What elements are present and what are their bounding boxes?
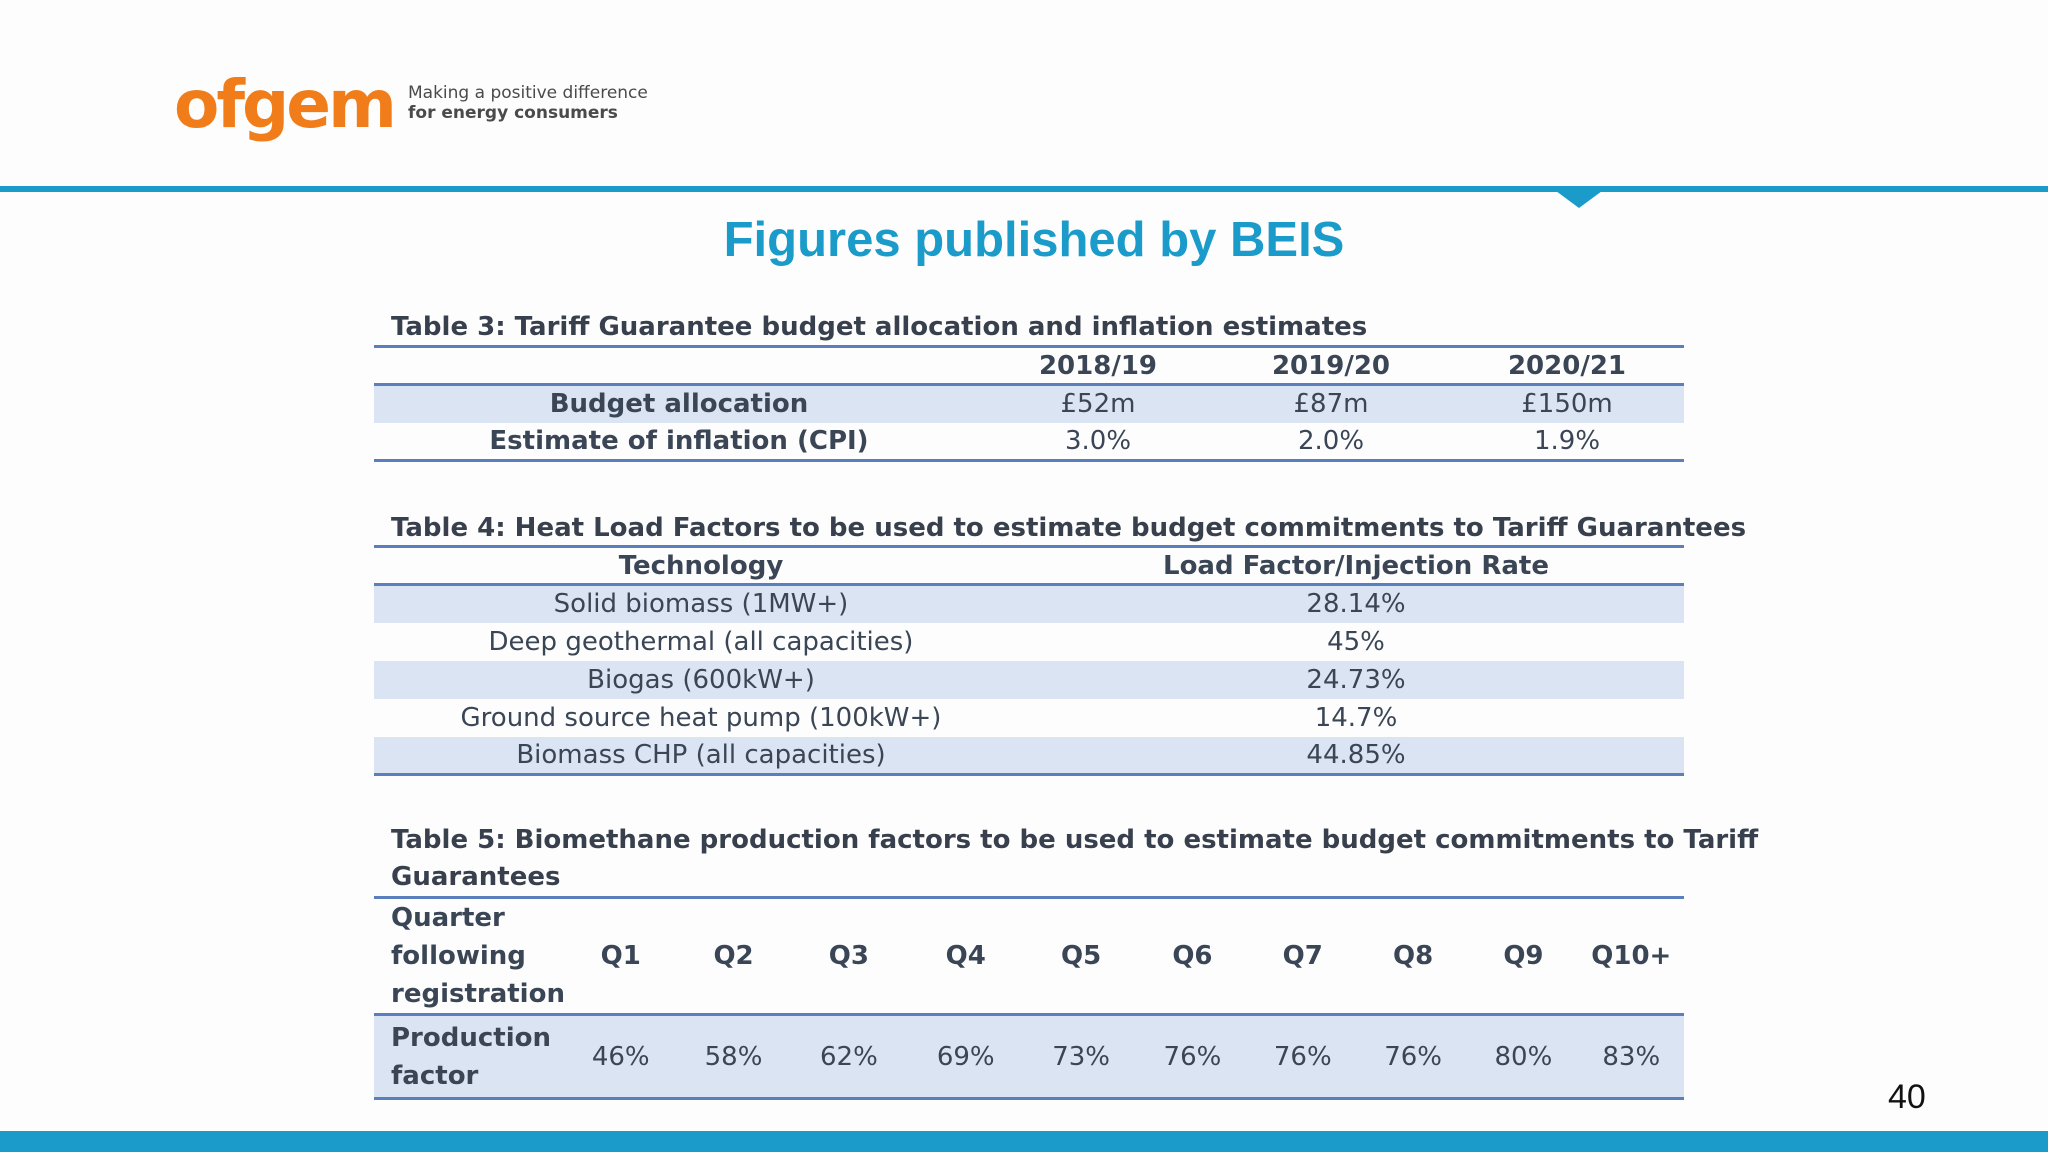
table5-quarter: Q7	[1282, 941, 1323, 971]
logo-wordmark: ofgem	[174, 66, 397, 143]
table4-caption: Table 4: Heat Load Factors to be used to…	[391, 513, 1747, 543]
table4-factor: 28.14%	[1028, 584, 1684, 623]
table3-cell: 3.0%	[1064, 425, 1132, 456]
table5-caption-line-1: Table 5: Biomethane production factors t…	[391, 825, 1759, 855]
table5-factor: 46%	[565, 1014, 676, 1099]
table5-factor: 76%	[1137, 1014, 1248, 1099]
table5-factor: 76%	[1357, 1014, 1469, 1099]
header-divider	[0, 186, 2048, 192]
table5-factor: 73%	[1024, 1014, 1138, 1099]
table5-caption-line-2: Guarantees	[391, 862, 561, 892]
table3-caption: Table 3: Tariff Guarantee budget allocat…	[391, 312, 1368, 342]
table4-technology: Biogas (600kW+)	[374, 660, 1028, 699]
label-line: Quarter	[391, 903, 505, 933]
table5-quarter-row: Quarter following registration Q1 Q2 Q3 …	[374, 897, 1684, 1015]
table4-factor: 14.7%	[1314, 702, 1398, 733]
table5-factor: 58%	[675, 1014, 792, 1099]
table5-factor: 83%	[1578, 1014, 1684, 1099]
table5-factor: 80%	[1468, 1014, 1579, 1099]
table4-col-header: Load Factor/Injection Rate	[1163, 550, 1549, 581]
table4-technology: Solid biomass (1MW+)	[374, 584, 1028, 623]
table5-quarter: Q2	[713, 941, 754, 971]
table4-row: Ground source heat pump (100kW+) 14.7%	[374, 699, 1684, 737]
table4-row: Solid biomass (1MW+) 28.14%	[374, 584, 1684, 623]
slide-title: Figures published by BEIS	[723, 213, 1345, 267]
table5-quarter: Q1	[600, 941, 641, 971]
table3-cell: 2.0%	[1297, 425, 1365, 456]
table3-header-row: 2018/19 2019/20 2020/21	[374, 346, 1684, 385]
table3-cell: £52m	[984, 384, 1212, 423]
table3-cell: 1.9%	[1533, 425, 1601, 456]
table5-quarter: Q8	[1392, 941, 1434, 971]
label-line: following	[391, 941, 526, 971]
footer-bar	[0, 1131, 2048, 1152]
table4-technology: Biomass CHP (all capacities)	[374, 736, 1028, 775]
page-number: 40	[1888, 1078, 1926, 1116]
table4-row: Biogas (600kW+) 24.73%	[374, 660, 1684, 699]
table5-quarter: Q9	[1503, 941, 1544, 971]
table3-col-header: 2020/21	[1507, 350, 1627, 381]
table5-quarter: Q5	[1060, 941, 1102, 971]
table5-factor: 76%	[1247, 1014, 1358, 1099]
label-line: registration	[391, 979, 565, 1009]
table5-quarter: Q10+	[1591, 941, 1672, 971]
table5-quarter: Q6	[1172, 941, 1213, 971]
table5-quarter: Q4	[945, 941, 986, 971]
table4-technology: Ground source heat pump (100kW+)	[460, 702, 942, 733]
table5-quarter: Q3	[828, 941, 869, 971]
table4-col-header: Technology	[618, 550, 784, 581]
table4-header-row: Technology Load Factor/Injection Rate	[374, 546, 1684, 585]
logo-tagline: Making a positive difference for energy …	[408, 83, 708, 123]
divider-notch	[1556, 191, 1602, 208]
table3-cell: £87m	[1212, 384, 1450, 423]
table5-factor: 69%	[906, 1014, 1025, 1099]
table3-corner	[374, 347, 984, 385]
table4-factor: 45%	[1327, 626, 1385, 657]
table4-technology: Deep geothermal (all capacities)	[488, 626, 914, 657]
table4-factor: 24.73%	[1028, 660, 1684, 699]
table3: 2018/19 2019/20 2020/21 Budget allocatio…	[374, 345, 1684, 462]
table3-row: Budget allocation £52m £87m £150m	[374, 384, 1684, 423]
table5-row-label-factor: Production factor	[374, 1014, 566, 1099]
label-line: factor	[391, 1060, 479, 1091]
table3-col-header: 2019/20	[1271, 350, 1391, 381]
table3-row: Estimate of inflation (CPI) 3.0% 2.0% 1.…	[374, 423, 1684, 461]
table3-row-label: Budget allocation	[374, 384, 984, 423]
table3-row-label: Estimate of inflation (CPI)	[489, 425, 869, 456]
tagline-line-1: Making a positive difference	[408, 83, 648, 103]
label-line: Production	[391, 1022, 551, 1053]
table3-cell: £150m	[1450, 384, 1684, 423]
table5-factor-row: Production factor 46% 58% 62% 69% 73% 76…	[374, 1014, 1684, 1099]
table5-factor: 62%	[791, 1014, 907, 1099]
tagline-line-2: for energy consumers	[408, 103, 618, 123]
table5: Quarter following registration Q1 Q2 Q3 …	[374, 896, 1684, 1100]
table3-col-header: 2018/19	[1038, 350, 1158, 381]
table4-row: Deep geothermal (all capacities) 45%	[374, 623, 1684, 661]
table4-row: Biomass CHP (all capacities) 44.85%	[374, 736, 1684, 775]
table4: Technology Load Factor/Injection Rate So…	[374, 545, 1684, 776]
table4-factor: 44.85%	[1028, 736, 1684, 775]
table5-row-label-quarter: Quarter following registration	[374, 898, 566, 1015]
